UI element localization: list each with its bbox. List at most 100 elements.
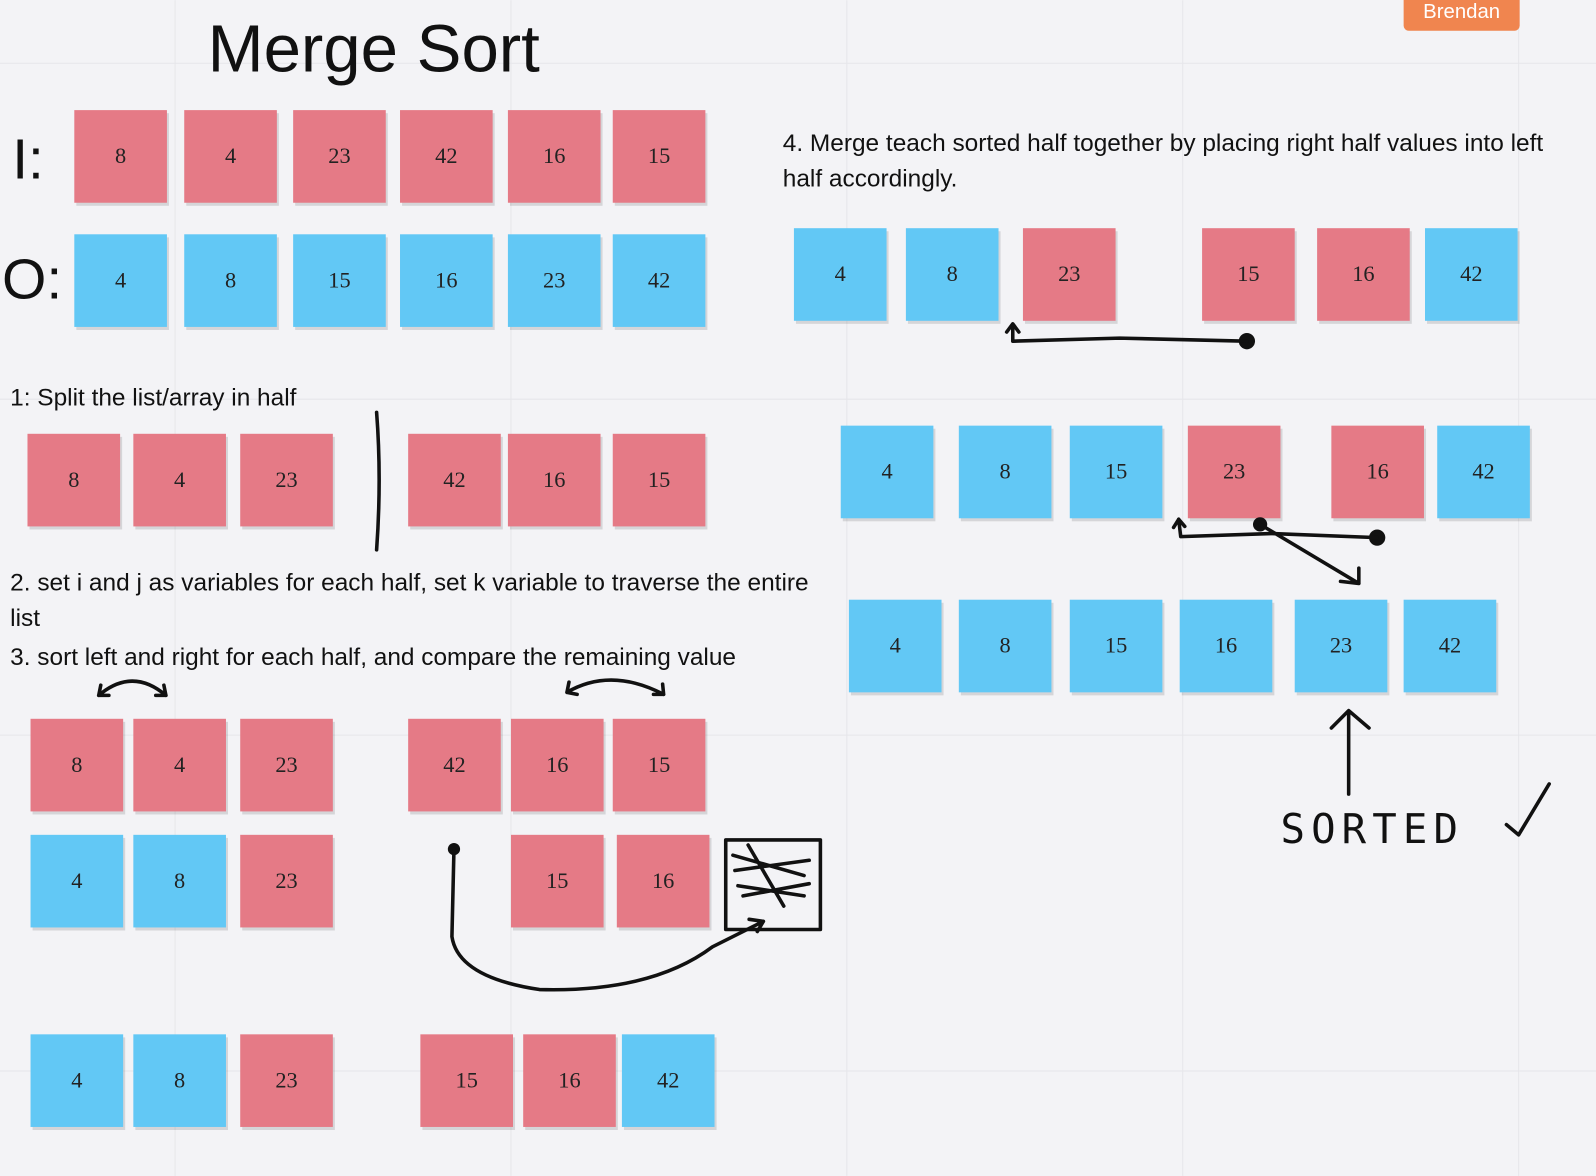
note-text: 8 (174, 1067, 185, 1092)
sticky-note: 23 (240, 433, 335, 530)
note-text: 15 (456, 1067, 478, 1092)
note-text: 42 (435, 143, 457, 168)
note (30, 718, 124, 812)
sticky-note: 8 (958, 425, 1054, 522)
sticky-note: 4 (133, 433, 228, 530)
sticky-note: 16 (507, 433, 603, 530)
note (27, 433, 121, 527)
sticky-note: 23 (240, 834, 335, 931)
sticky-note: 15 (1069, 599, 1165, 696)
note (621, 1034, 715, 1127)
sticky-note: 23 (240, 718, 335, 815)
note (848, 599, 942, 693)
sticky-note: 8 (133, 834, 228, 931)
sticky-note: 15 (612, 110, 708, 206)
note (408, 433, 501, 527)
note (184, 110, 277, 203)
note-text: 42 (657, 1067, 679, 1092)
note-text: 16 (543, 143, 565, 168)
note-text: 4 (174, 467, 185, 492)
sticky-note: 23 (507, 234, 603, 330)
note (616, 834, 710, 928)
note (1437, 425, 1530, 519)
note (612, 234, 706, 327)
note-text: 8 (947, 261, 958, 286)
note-text: 16 (1215, 633, 1237, 658)
note-text: 23 (543, 267, 565, 292)
sticky-note: 23 (293, 110, 388, 206)
note-text: 23 (1058, 261, 1080, 286)
sticky-note: 16 (523, 1034, 618, 1131)
note (240, 718, 333, 812)
note-text: 8 (68, 467, 79, 492)
sticky-note: 8 (958, 599, 1054, 696)
note-text: 15 (328, 267, 350, 292)
note (1317, 228, 1410, 321)
sticky-note: 42 (408, 718, 503, 815)
note-text: 4 (71, 868, 82, 893)
note (400, 234, 493, 327)
note (1069, 425, 1163, 519)
sticky-note: 16 (507, 110, 603, 206)
note-text: 23 (275, 868, 297, 893)
note (523, 1034, 616, 1127)
sticky-note: 42 (1437, 425, 1532, 522)
note-text: 16 (652, 868, 674, 893)
note (958, 425, 1052, 519)
note-text: 16 (1352, 261, 1374, 286)
sticky-note: 15 (293, 234, 388, 330)
note (1022, 228, 1116, 321)
input-label: I: (12, 127, 44, 191)
note (507, 433, 601, 527)
sticky-note: 15 (1202, 228, 1297, 324)
sticky-note: 23 (240, 1034, 335, 1131)
note-text: 4 (71, 1067, 82, 1092)
note (612, 433, 706, 527)
note-text: 15 (648, 752, 670, 777)
sticky-note: 15 (420, 1034, 516, 1131)
note (840, 425, 934, 519)
note-text: 16 (546, 752, 568, 777)
output-label: O: (2, 247, 62, 311)
note (905, 228, 999, 321)
note-text: 16 (543, 467, 565, 492)
note (184, 234, 277, 327)
note-text: 23 (275, 467, 297, 492)
note-text: 4 (115, 267, 126, 292)
sticky-note: 4 (133, 718, 228, 815)
sticky-note: 16 (510, 718, 606, 815)
note (74, 110, 167, 203)
note-text: 23 (275, 752, 297, 777)
note (133, 433, 226, 527)
sticky-note: 42 (612, 234, 708, 330)
note (1069, 599, 1163, 693)
sticky-note: 42 (1425, 228, 1520, 324)
sticky-note: 23 (1294, 599, 1390, 696)
note-text: 42 (443, 752, 465, 777)
note (240, 433, 333, 527)
user-name: Brendan (1423, 1, 1500, 23)
sticky-note: 42 (621, 1034, 717, 1131)
note (1331, 425, 1424, 519)
step-text: 3. sort left and right for each half, an… (10, 644, 736, 671)
note (1179, 599, 1273, 693)
note-text: 16 (1366, 459, 1388, 484)
sticky-note: 16 (1179, 599, 1275, 696)
note-text: 42 (1472, 459, 1494, 484)
note (133, 834, 226, 928)
sticky-note: 8 (184, 234, 279, 330)
note-text: 15 (648, 467, 670, 492)
notes: 8 4 23 42 16 15 4 8 15 16 23 42 8 4 23 42 16 15 8 4 23 42 16 15… (27, 110, 1532, 1131)
sticky-note: 8 (30, 718, 126, 815)
sticky-note: 8 (27, 433, 123, 530)
note-text: 8 (174, 868, 185, 893)
step-text: 1: Split the list/array in half (10, 384, 296, 411)
sticky-note: 23 (1187, 425, 1283, 522)
note (240, 834, 333, 928)
sticky-note: 23 (1022, 228, 1118, 324)
note-text: 42 (1439, 633, 1461, 658)
note-text: 8 (1000, 459, 1011, 484)
user-tag (1403, 0, 1520, 31)
note-text: 4 (225, 143, 236, 168)
